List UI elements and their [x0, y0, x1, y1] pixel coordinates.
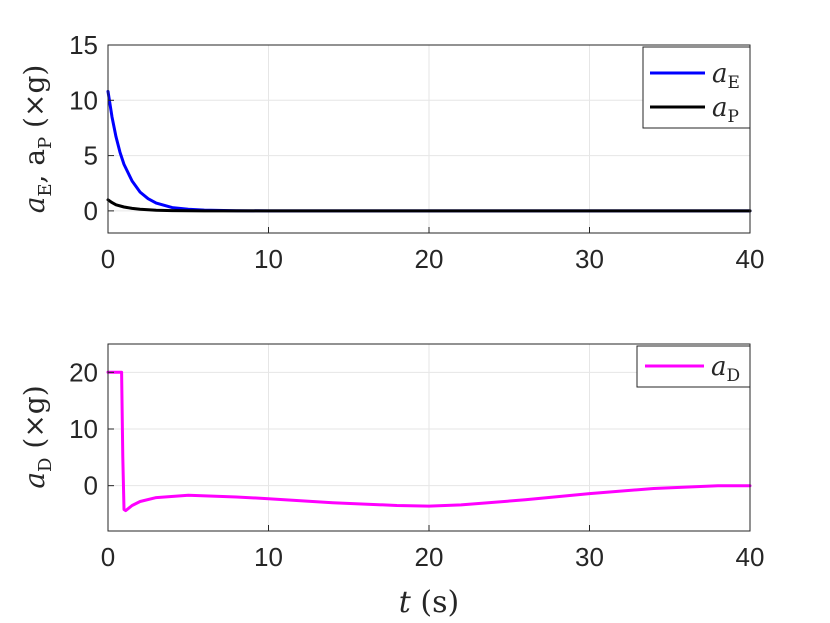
- legend-label-a-d: aD: [711, 352, 740, 386]
- x-tick-label: 10: [254, 542, 283, 572]
- legend-label-a-p: aP: [712, 93, 739, 127]
- x-tick-label: 20: [415, 244, 444, 274]
- top-tick-labels: 0 10 20 30 40 0 5 10 15: [69, 30, 764, 274]
- x-tick-label: 0: [101, 542, 115, 572]
- x-tick-label: 30: [575, 542, 604, 572]
- bottom-series-lines: [106, 370, 752, 513]
- bottom-subplot: 0 10 20 30 40 0 10 20 aD (×g) t (s) aD: [18, 343, 764, 620]
- legend-label-a-e: aE: [712, 59, 740, 93]
- y-tick-label: 20: [69, 357, 98, 387]
- top-legend: aE aP: [642, 46, 751, 129]
- x-tick-label: 30: [575, 244, 604, 274]
- y-tick-label: 0: [84, 196, 98, 226]
- y-tick-label: 10: [69, 414, 98, 444]
- top-y-axis-label: aE, aP (×g): [18, 65, 56, 214]
- bottom-tick-labels: 0 10 20 30 40 0 10 20: [69, 357, 764, 572]
- x-tick-label: 40: [736, 244, 765, 274]
- series-line-d: [106, 370, 752, 513]
- top-legend-box: [642, 46, 751, 129]
- y-tick-label: 10: [69, 85, 98, 115]
- series-line-p: [106, 198, 752, 213]
- y-tick-label: 15: [69, 30, 98, 60]
- y-tick-label: 5: [84, 141, 98, 171]
- x-tick-label: 20: [415, 542, 444, 572]
- y-tick-label: 0: [84, 471, 98, 501]
- top-subplot: 0 10 20 30 40 0 5 10 15 aE, aP (×g) aE aP: [18, 30, 764, 274]
- x-tick-label: 40: [736, 542, 765, 572]
- x-tick-label: 0: [101, 244, 115, 274]
- bottom-legend: aD: [636, 345, 751, 388]
- top-series-lines: [106, 89, 752, 213]
- x-tick-label: 10: [254, 244, 283, 274]
- x-axis-label: t (s): [399, 585, 459, 620]
- bottom-y-axis-label: aD (×g): [18, 385, 56, 488]
